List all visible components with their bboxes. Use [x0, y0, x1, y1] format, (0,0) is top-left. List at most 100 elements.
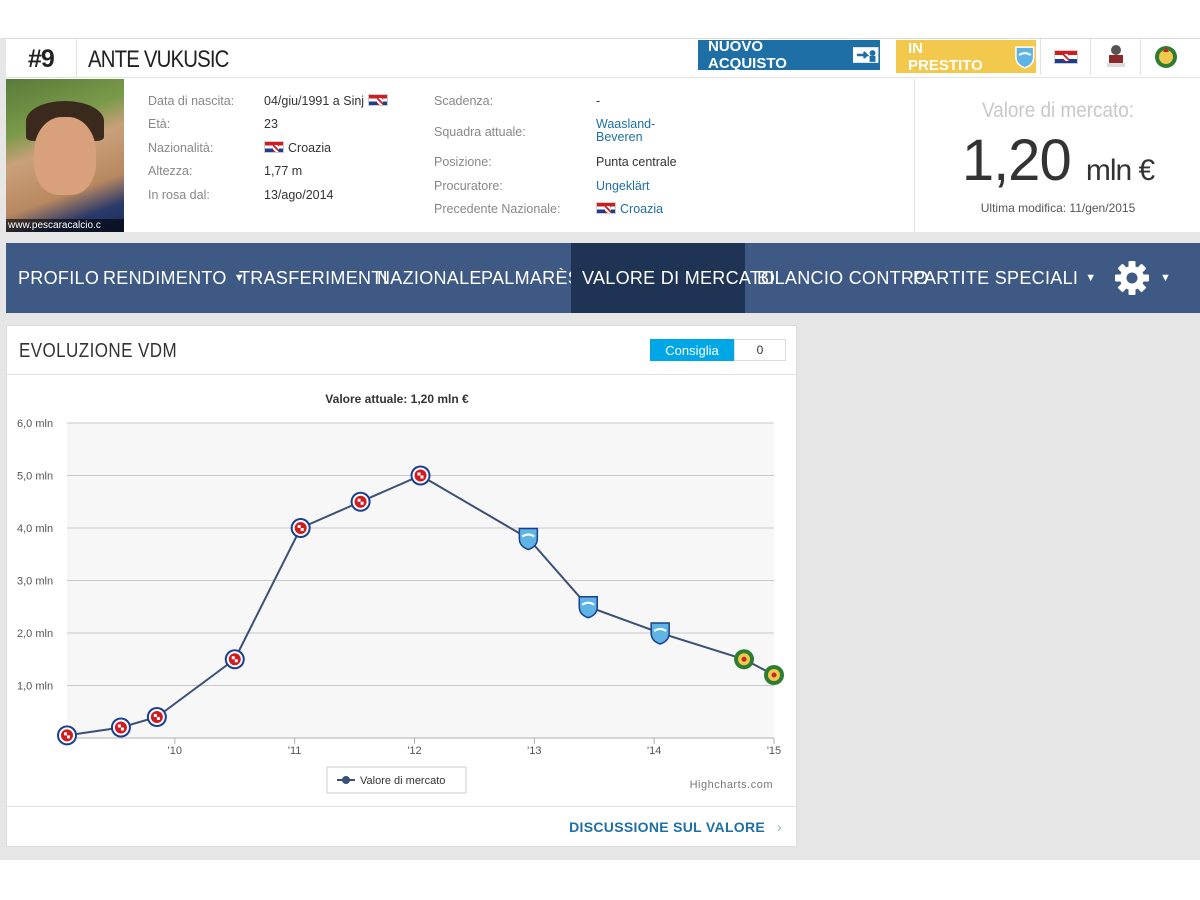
current-club-link[interactable]: Waasland- Beveren [596, 117, 656, 144]
x-tick-label: '15 [767, 745, 781, 757]
market-value-chart-card: EVOLUZIONE VDM Consiglia 0 Valore attual… [6, 325, 797, 847]
croatia-flag-icon[interactable] [1040, 39, 1091, 75]
x-tick-label: '13 [527, 745, 541, 757]
caret-down-icon: ▼ [233, 272, 245, 284]
marker-check [297, 525, 301, 528]
x-tick-label: '10 [168, 745, 182, 757]
y-tick-label: 5,0 mln [17, 471, 53, 483]
legend-label: Valore di mercato [360, 775, 445, 787]
transfer-icon [852, 47, 879, 63]
croatia-flag-icon [264, 141, 284, 153]
joined-value: 13/ago/2014 [264, 188, 334, 202]
photo-face [34, 117, 96, 195]
marker-detail [521, 533, 535, 538]
y-tick-label: 1,0 mln [17, 681, 53, 693]
divider [7, 806, 796, 807]
yugoslavia-flag-icon [367, 94, 388, 106]
x-tick-label: '12 [407, 745, 421, 757]
former-national-label: Precedente Nazionale: [434, 202, 561, 216]
contract-label: Scadenza: [434, 94, 494, 108]
market-value-last-update: Ultima modifica: 11/gen/2015 [980, 201, 1136, 215]
divider [76, 39, 77, 77]
nav-item-profilo[interactable]: PROFILO [18, 267, 100, 288]
y-tick-label: 6,0 mln [17, 418, 53, 430]
nav-item-trasferimenti[interactable]: TRASFERIMENTI [239, 267, 388, 288]
marker-check [64, 732, 67, 736]
value-discussion-link[interactable]: DISCUSSIONE SUL VALORE › [569, 819, 782, 835]
market-value-amount: 1,20 mln € [961, 128, 1155, 193]
gear-icon [1115, 261, 1149, 295]
nav-item-nazionale[interactable]: NAZIONALE [377, 267, 482, 288]
flag-icon [1054, 50, 1078, 64]
club-badge-icon[interactable] [1140, 39, 1191, 75]
croatia-flag-icon [596, 202, 616, 214]
marker-check [300, 528, 304, 531]
y-tick-label: 2,0 mln [17, 628, 53, 640]
market-value-chart: Valore attuale: 1,20 mln € 6,0 mln 5,0 mln… [17, 392, 784, 794]
marker-check [234, 659, 238, 663]
club-crest-icon[interactable] [1090, 39, 1141, 75]
title-row: #9 ANTE VUKUSIC NUOVO ACQUISTO IN PRESTI… [6, 38, 1200, 78]
legend-marker [342, 776, 350, 784]
player-name: ANTE VUKUSIC [88, 46, 229, 73]
card-title: EVOLUZIONE VDM [19, 340, 178, 362]
market-value-box: Valore di mercato: 1,20 mln € Ultima mod… [914, 79, 1200, 232]
marker-detail [771, 672, 777, 678]
x-tick-label: '14 [647, 745, 661, 757]
nav-item-valore-di-mercato[interactable]: VALORE DI MERCATO [571, 243, 775, 313]
consiglia-button[interactable]: Consiglia [650, 339, 734, 361]
highcharts-credit[interactable]: Highcharts.com [690, 779, 773, 791]
pescara-crest-icon [1015, 45, 1035, 69]
nav-item-palmares[interactable]: PALMARÈS [481, 267, 581, 288]
marker-detail [653, 628, 667, 632]
marker-check [120, 727, 124, 731]
contract-value: - [596, 94, 601, 108]
player-photo: www.pescaracalcio.c [6, 79, 124, 232]
waasland-crest-icon [1155, 46, 1177, 68]
market-value-unit: mln € [1085, 154, 1155, 187]
caret-down-icon: ▼ [1160, 272, 1172, 284]
position-label: Posizione: [434, 155, 492, 169]
new-signing-label: NUOVO ACQUISTO [708, 38, 787, 72]
nationality-value: Croazia [264, 141, 331, 155]
nav-item-bilancio-contro[interactable]: BILANCIO CONTRO [757, 267, 929, 288]
marker-check [231, 656, 235, 660]
birth-date-label: Data di nascita: [148, 94, 235, 108]
photo-credit: www.pescaracalcio.c [6, 219, 124, 232]
pescara-marker[interactable] [650, 622, 670, 645]
pescara-marker[interactable] [518, 527, 539, 551]
nationality-label: Nazionalità: [148, 141, 214, 155]
age-value: 23 [264, 117, 278, 131]
height-label: Altezza: [148, 164, 193, 178]
new-signing-badge[interactable]: NUOVO ACQUISTO [698, 38, 880, 72]
y-tick-label: 4,0 mln [17, 523, 53, 535]
jojutla-crest-icon [1107, 45, 1125, 67]
agent-link[interactable]: Ungeklärt [596, 179, 650, 193]
y-tick-label: 3,0 mln [17, 576, 53, 588]
former-national-link[interactable]: Croazia [596, 202, 663, 216]
marker-check [67, 735, 70, 739]
pescara-marker[interactable] [578, 596, 599, 619]
marker-detail [581, 601, 595, 606]
chart-title: Valore attuale: 1,20 mln € [325, 392, 469, 406]
settings-menu[interactable]: ▼ [1114, 243, 1171, 313]
marker-check [156, 717, 160, 720]
marker-check [117, 724, 121, 728]
nav-item-rendimento[interactable]: RENDIMENTO ▼ [103, 267, 245, 288]
player-number: #9 [28, 45, 55, 73]
nav-item-partite-speciali[interactable]: PARTITE SPECIALI ▼ [913, 267, 1097, 288]
current-club-label: Squadra attuale: [434, 125, 526, 139]
marker-detail [741, 656, 747, 662]
divider [7, 374, 796, 375]
market-value-label: Valore di mercato: [982, 99, 1134, 122]
birth-date-value: 04/giu/1991 a Sinj [264, 94, 388, 108]
consiglia-count: 0 [734, 339, 786, 361]
x-tick-label: '11 [288, 745, 302, 757]
marker-check [153, 714, 157, 717]
position-value: Punta centrale [596, 155, 677, 169]
height-value: 1,77 m [264, 164, 303, 178]
marker-check [357, 498, 361, 502]
chevron-right-icon: › [777, 819, 782, 835]
on-loan-badge[interactable]: IN PRESTITO [896, 40, 1036, 74]
agent-label: Procuratore: [434, 179, 503, 193]
